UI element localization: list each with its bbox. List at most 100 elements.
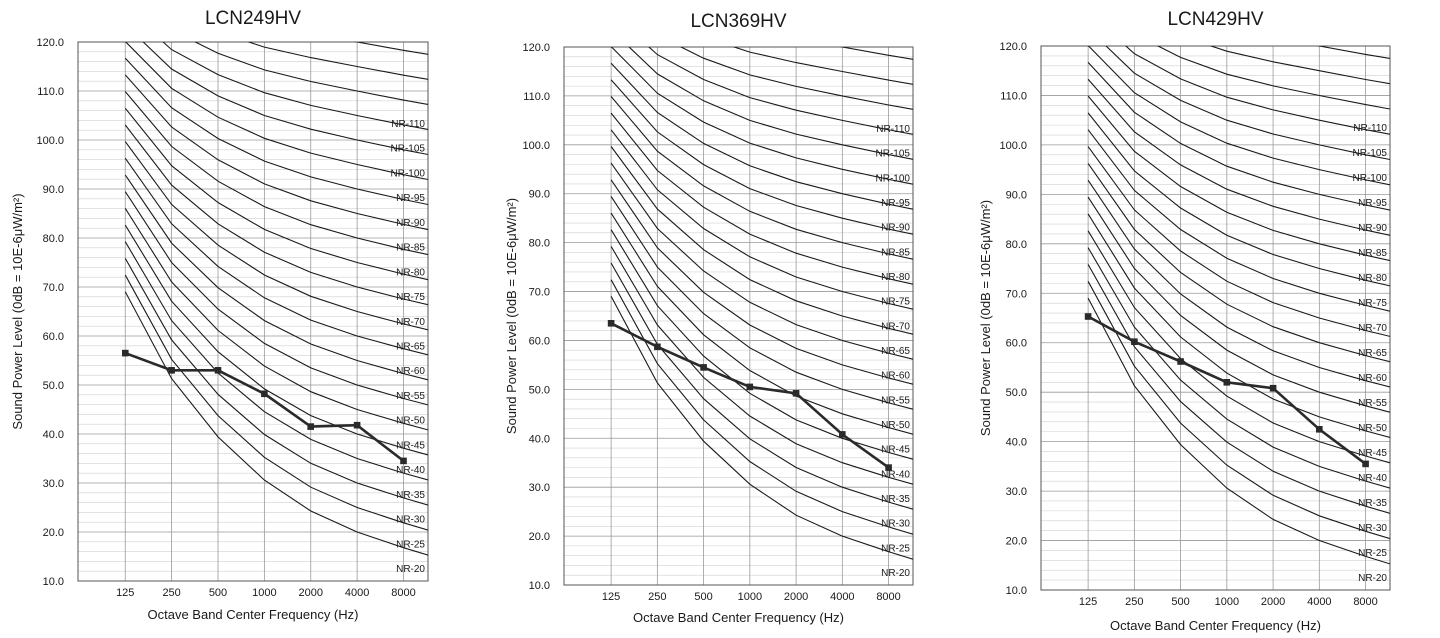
data-point [353, 421, 361, 429]
y-tick-label: 80.0 [1006, 239, 1027, 251]
chart-panel-3: NR-20 NR-25 NR-30 NR-35 NR-40 NR-45 NR-50 NR-55… [978, 9, 1391, 633]
y-tick-label: 10.0 [529, 580, 550, 592]
x-tick-label: 2000 [299, 587, 323, 599]
nr-curve-75 [610, 112, 913, 285]
y-tick-label: 90.0 [1006, 189, 1027, 201]
nr-curve-30 [124, 258, 428, 506]
nr-curve-50 [1087, 196, 1390, 413]
data-point [792, 390, 800, 397]
nr-curve-40 [124, 224, 428, 456]
y-tick-label: 30.0 [529, 482, 550, 494]
nr-label: NR-95 [881, 198, 910, 209]
nr-label: NR-70 [1358, 323, 1387, 334]
y-tick-label: 70.0 [529, 287, 550, 299]
data-point [1223, 379, 1231, 386]
nr-curve-65 [610, 146, 913, 335]
nr-curve-90 [1087, 62, 1390, 211]
y-tick-label: 100.0 [999, 140, 1027, 152]
y-tick-label: 100.0 [36, 135, 64, 147]
nr-label: NR-100 [1353, 173, 1388, 184]
nr-label: NR-70 [881, 321, 910, 332]
nr-label: NR-65 [881, 346, 910, 357]
nr-label: NR-35 [396, 490, 425, 501]
nr-curve-65 [1087, 146, 1390, 337]
y-axis-label: Sound Power Level (0dB = 10E-6μW/m²) [504, 198, 519, 434]
x-tick-label: 2000 [1261, 596, 1285, 608]
nr-curve-120 [353, 42, 428, 55]
plot-frame [1040, 45, 1391, 591]
nr-label: NR-60 [881, 371, 910, 382]
nr-label: NR-105 [876, 149, 911, 160]
nr-label: NR-70 [396, 317, 425, 328]
nr-curve-90 [124, 57, 428, 206]
nr-curve-95 [1087, 46, 1390, 186]
nr-curve-40 [1087, 230, 1390, 464]
data-point [885, 464, 892, 471]
nr-curves [1087, 46, 1390, 565]
data-point [400, 457, 407, 465]
y-tick-label: 110.0 [1000, 90, 1027, 102]
y-tick-label: 120.0 [999, 41, 1027, 53]
nr-label: NR-45 [881, 445, 910, 456]
nr-label: NR-20 [1358, 573, 1387, 584]
nr-label: NR-105 [1353, 148, 1388, 159]
nr-label: NR-30 [881, 519, 910, 530]
y-tick-label: 50.0 [1006, 387, 1027, 399]
nr-label: NR-20 [396, 564, 425, 575]
nr-curve-80 [1087, 95, 1390, 262]
data-point [1131, 338, 1138, 345]
x-tick-label: 8000 [391, 587, 415, 599]
nr-curve-45 [124, 208, 428, 431]
nr-label: NR-30 [396, 515, 425, 526]
nr-label: NR-85 [396, 243, 425, 254]
y-tick-label: 10.0 [1006, 585, 1027, 597]
nr-curve-60 [1087, 163, 1390, 363]
nr-curve-110 [679, 47, 913, 110]
nr-curve-95 [610, 47, 913, 185]
nr-curve-90 [610, 62, 913, 210]
nr-label: NR-50 [881, 420, 910, 431]
nr-curve-130 [611, 0, 913, 9]
nr-curve-20 [610, 296, 913, 560]
nr-curve-50 [124, 191, 428, 406]
nr-curve-25 [124, 274, 428, 531]
x-axis-label: Octave Band Center Frequency (Hz) [633, 610, 844, 625]
nr-label: NR-30 [1358, 523, 1387, 534]
x-tick-label: 4000 [830, 591, 854, 603]
nr-label: NR-40 [396, 465, 425, 476]
nr-curve-55 [124, 174, 428, 381]
x-tick-label: 1000 [252, 587, 276, 599]
nr-label: NR-60 [396, 366, 425, 377]
nr-label: NR-65 [1358, 348, 1387, 359]
x-tick-label: 1000 [738, 591, 762, 603]
chart-panel-2: NR-20 NR-25 NR-30 NR-35 NR-40 NR-45 NR-50 NR-55… [504, 0, 914, 625]
nr-label: NR-75 [1358, 298, 1387, 309]
nr-curve-80 [124, 91, 428, 256]
nr-curve-70 [610, 129, 913, 310]
nr-label: NR-80 [1358, 273, 1387, 284]
y-tick-label: 40.0 [43, 429, 64, 441]
nr-curve-35 [1087, 247, 1390, 489]
nr-label: NR-45 [396, 440, 425, 451]
nr-label: NR-90 [1358, 223, 1387, 234]
nr-curve-110 [1156, 46, 1390, 110]
nr-curves [124, 42, 428, 556]
nr-curve-25 [1087, 281, 1390, 540]
nr-label: NR-35 [881, 494, 910, 505]
x-tick-label: 4000 [345, 587, 369, 599]
y-tick-label: 20.0 [529, 531, 550, 543]
nr-curve-115 [732, 47, 913, 85]
nr-curve-70 [124, 124, 428, 306]
nr-label: NR-90 [396, 218, 425, 229]
nr-label: NR-35 [1358, 498, 1387, 509]
nr-label: NR-60 [1358, 373, 1387, 384]
nr-curve-60 [124, 157, 428, 356]
nr-label: NR-80 [881, 272, 910, 283]
data-point [1316, 426, 1323, 433]
nr-label: NR-40 [1358, 473, 1387, 484]
nr-curve-80 [610, 96, 913, 260]
data-point [700, 364, 707, 371]
nr-curve-40 [610, 229, 913, 460]
data-point [839, 431, 846, 438]
